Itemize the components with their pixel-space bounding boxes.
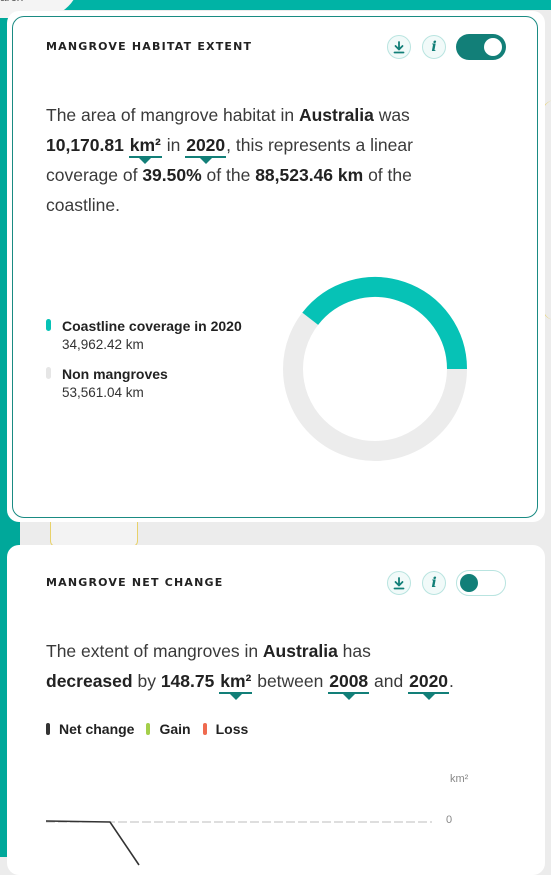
legend-item-loss: Loss <box>202 721 249 737</box>
legend-label: Loss <box>215 721 249 737</box>
y-axis-tick: 0 <box>446 814 453 826</box>
summary-text-part: between <box>252 671 329 691</box>
year-dropdown[interactable]: 2020 <box>185 134 227 164</box>
coastline-length: 88,523.46 km <box>255 165 364 185</box>
legend-item: Coastline coverage in 2020 34,962.42 km <box>46 316 286 354</box>
info-button[interactable]: i <box>422 35 446 59</box>
summary-text-part: of the <box>201 165 256 185</box>
location-name: Australia <box>298 105 374 125</box>
summary-text-part: The extent of mangroves in <box>46 641 263 661</box>
legend-item: Non mangroves 53,561.04 km <box>46 364 286 402</box>
toggle-knob <box>484 38 502 56</box>
background-header-strip <box>0 0 551 10</box>
legend-swatch <box>46 723 50 735</box>
legend-value: 53,561.04 km <box>62 385 144 400</box>
legend-swatch <box>202 723 207 735</box>
unit-dropdown[interactable]: km² <box>219 670 253 700</box>
donut-slice-coastline-coverage <box>302 277 467 370</box>
legend-item-gain: Gain <box>146 721 191 737</box>
net-change-line <box>45 820 140 866</box>
summary-text-part: in <box>161 135 186 155</box>
download-button[interactable] <box>387 35 411 59</box>
net-change-card: MANGROVE NET CHANGE i The extent of mang… <box>7 545 545 875</box>
background-map-fragment <box>50 520 138 547</box>
legend-label: Non mangroves <box>62 366 168 382</box>
change-direction: decreased <box>46 671 133 691</box>
habitat-extent-card-border <box>12 16 538 518</box>
net-change-legend: Net change Gain Loss <box>46 721 260 737</box>
coverage-percentage: 39.50% <box>142 165 202 185</box>
info-icon: i <box>431 39 437 55</box>
legend-label: Coastline coverage in 2020 <box>62 318 242 334</box>
unit-dropdown[interactable]: km² <box>128 134 162 164</box>
info-icon: i <box>431 575 437 591</box>
card-title: MANGROVE NET CHANGE <box>46 576 224 589</box>
download-icon <box>393 40 405 54</box>
summary-text-part: by <box>132 671 161 691</box>
net-change-widget-toggle[interactable] <box>456 570 506 596</box>
legend-label: Net change <box>59 721 135 737</box>
area-value: 10,170.81 <box>46 135 124 155</box>
summary-text-part: of the coastline. <box>46 165 412 215</box>
summary-text-part: was <box>373 105 410 125</box>
summary-text-part: has <box>337 641 371 661</box>
net-change-chart <box>45 820 432 866</box>
legend-value: 34,962.42 km <box>62 337 144 352</box>
summary-text-part: and <box>369 671 409 691</box>
card-title: MANGROVE HABITAT EXTENT <box>46 40 253 53</box>
download-icon <box>393 576 405 590</box>
coastline-coverage-donut <box>283 277 467 461</box>
info-button[interactable]: i <box>422 571 446 595</box>
start-year-dropdown[interactable]: 2008 <box>328 670 370 700</box>
legend-swatch <box>46 319 51 331</box>
summary-text-part: , this represents a linear coverage of <box>46 135 413 185</box>
summary-text-part: The area of mangrove habitat in <box>46 105 299 125</box>
download-button[interactable] <box>387 571 411 595</box>
net-change-summary-text: The extent of mangroves in Australia has… <box>46 636 516 700</box>
legend-swatch <box>46 367 51 379</box>
habitat-extent-card: MANGROVE HABITAT EXTENT i The area of ma… <box>7 11 545 522</box>
legend-item-net-change: Net change <box>46 721 134 737</box>
background-search-text: arch <box>0 0 23 4</box>
location-name: Australia <box>262 641 338 661</box>
habitat-widget-toggle[interactable] <box>456 34 506 60</box>
end-year-dropdown[interactable]: 2020 <box>408 670 450 700</box>
habitat-summary-text: The area of mangrove habitat in Australi… <box>46 100 486 220</box>
legend-swatch <box>146 723 151 735</box>
y-axis-unit: km² <box>450 773 469 785</box>
donut-legend: Coastline coverage in 2020 34,962.42 km … <box>46 316 286 412</box>
change-amount: 148.75 <box>160 671 215 691</box>
toggle-knob <box>460 574 478 592</box>
summary-text-part: . <box>449 671 454 691</box>
legend-label: Gain <box>159 721 191 737</box>
